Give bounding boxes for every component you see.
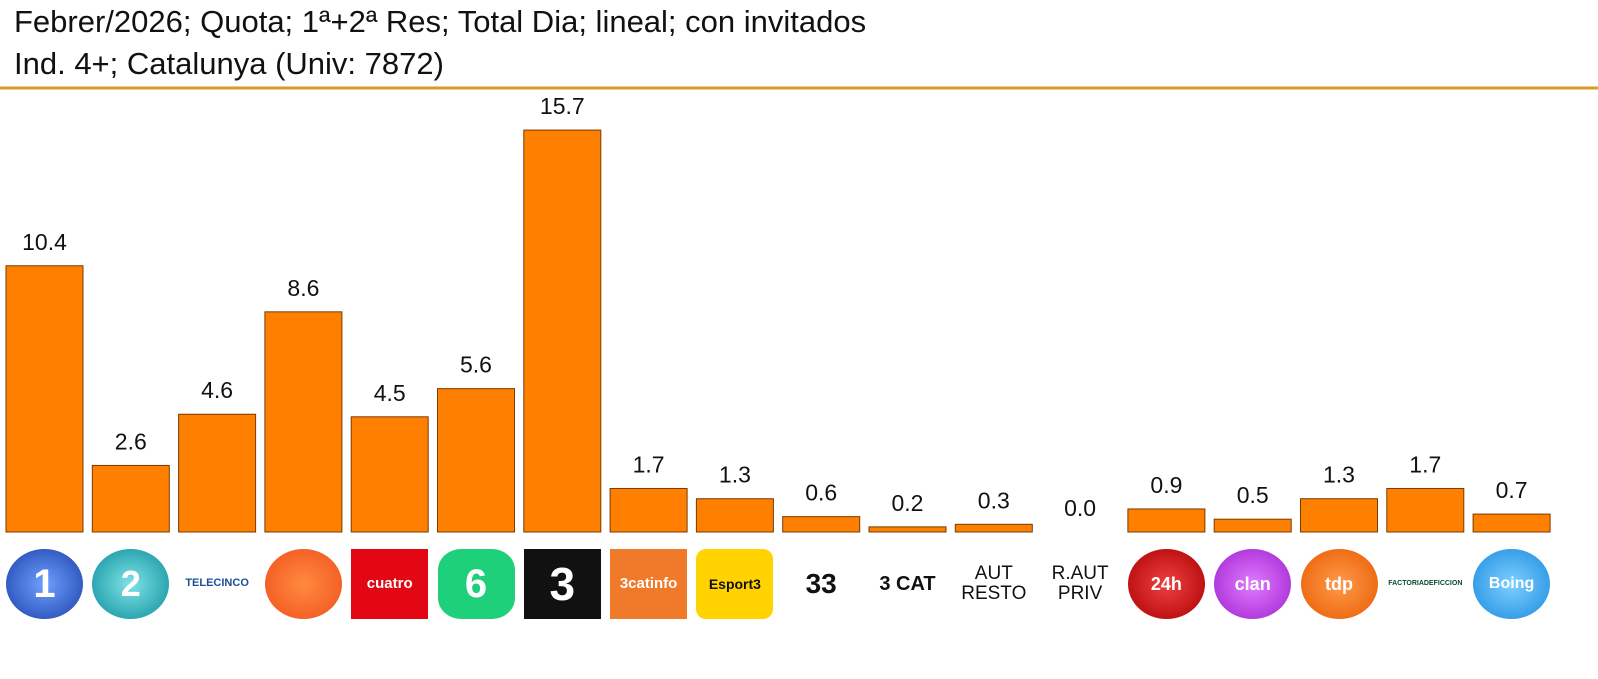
bar [437,388,515,533]
bar [1127,508,1206,533]
value-label: 10.4 [22,229,67,255]
channel-logo: cuatro [351,549,429,619]
bar [868,526,947,533]
bar [264,311,343,533]
value-label: 0.6 [805,480,837,506]
channel-logo: TELECINCO [178,549,256,619]
bar [1213,518,1292,533]
value-label: 5.6 [460,352,492,378]
bar [1386,487,1465,533]
bar [1472,513,1551,533]
channel-logo: tdp [1300,549,1378,619]
channel-logo: R.AUT PRIV [1041,549,1119,619]
channel-logo: AUT RESTO [955,549,1033,619]
channel-logo: 24h [1127,549,1205,619]
value-label: 4.5 [374,380,406,406]
channel-logo: Esport3 [696,549,774,619]
bar [5,265,84,533]
value-label: 1.7 [1409,451,1441,477]
channel-logo [264,549,342,619]
channel-logo: 33 [782,549,860,619]
bar [609,487,688,533]
value-label: 0.2 [892,490,924,516]
channel-logo: 3 [523,549,601,619]
value-label: 1.3 [719,462,751,488]
channel-logo: 2 [92,549,170,619]
bar [91,464,170,533]
channel-logo: 3catinfo [610,549,688,619]
value-label: 2.6 [115,428,147,454]
channel-logo: clan [1214,549,1292,619]
bar [782,516,861,533]
bar [178,413,257,533]
bar [695,498,774,533]
bar [523,129,602,533]
value-label: 1.3 [1323,462,1355,488]
channel-logo: FACTORIADEFICCION [1386,549,1464,619]
value-label: 8.6 [287,275,319,301]
channel-logo: Boing [1473,549,1551,619]
chart-title: Febrer/2026; Quota; 1ª+2ª Res; Total Dia… [14,4,867,39]
value-label: 4.6 [201,377,233,403]
bar [350,416,429,533]
chart-subtitle: Ind. 4+; Catalunya (Univ: 7872) [14,46,444,81]
channel-logo: 6 [437,549,515,619]
channel-logo: 3 CAT [869,549,946,619]
value-label: 0.5 [1237,482,1269,508]
value-label: 0.0 [1064,495,1096,521]
bar [954,523,1033,533]
value-label: 0.7 [1496,477,1528,503]
value-label: 0.9 [1150,472,1182,498]
bar [1300,498,1378,533]
value-label: 0.3 [978,487,1010,513]
value-label: 1.7 [633,451,665,477]
value-label: 15.7 [540,93,585,119]
channel-logo: 1 [6,549,83,619]
